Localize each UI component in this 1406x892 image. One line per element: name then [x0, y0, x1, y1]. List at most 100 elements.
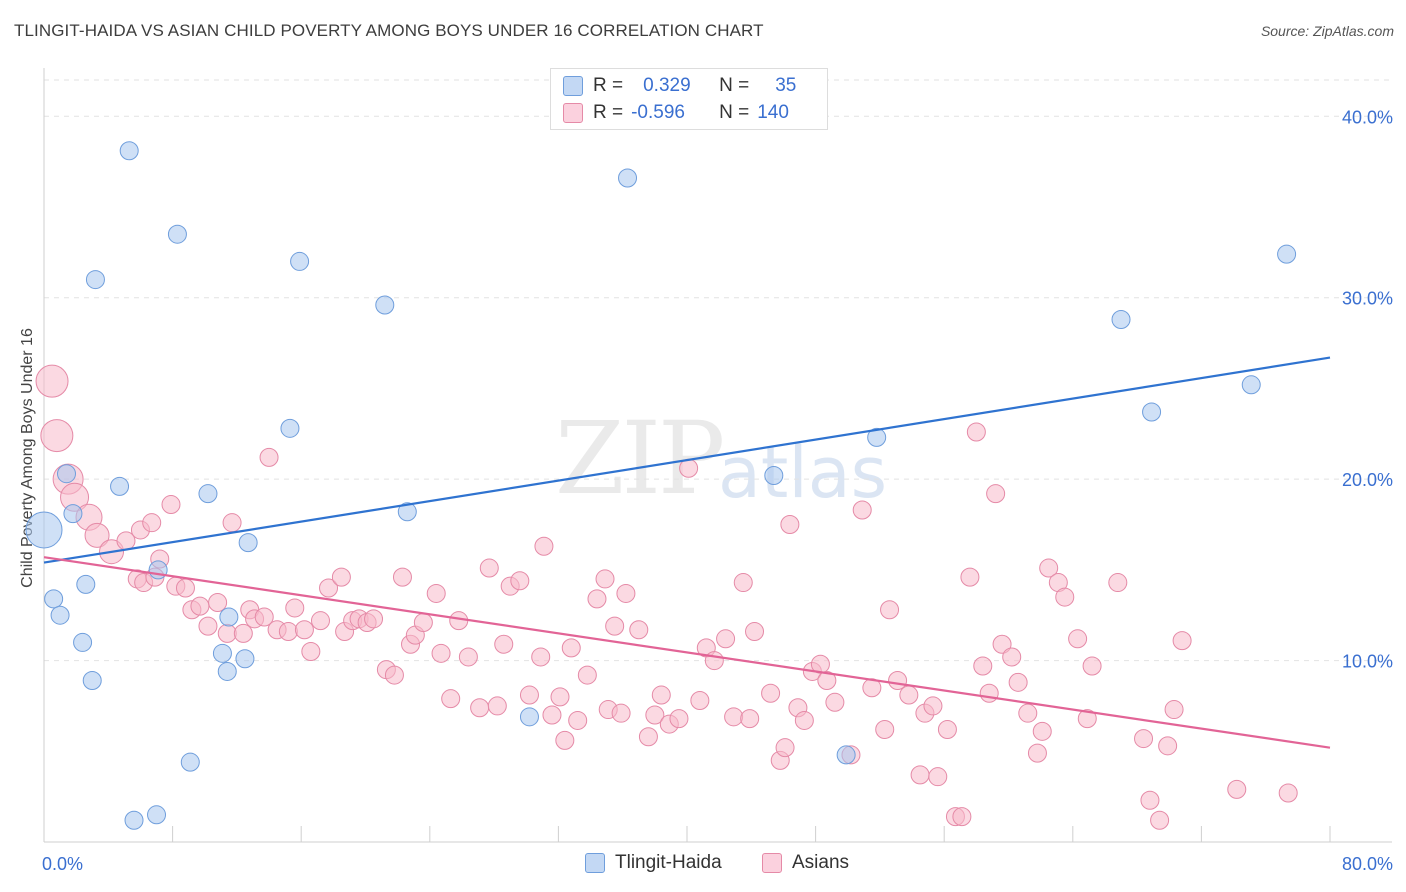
asians-point — [479, 558, 499, 578]
r-label: R = — [593, 75, 624, 96]
tlingit-haida-legend-swatch — [585, 853, 605, 873]
asians-point — [745, 622, 765, 642]
asians-point — [550, 687, 570, 707]
asians-point — [259, 447, 279, 467]
tlingit-haida-point — [82, 671, 102, 691]
asians-point — [937, 720, 957, 740]
asians-point — [1227, 779, 1247, 799]
tlingit-haida-point — [76, 574, 96, 594]
asians-point — [426, 583, 446, 603]
y-tick-label: 40.0% — [1342, 107, 1393, 127]
asians-point — [899, 685, 919, 705]
asians-point — [542, 705, 562, 725]
asians-point — [198, 616, 218, 636]
tlingit-haida-point — [57, 464, 77, 484]
asians-point — [973, 656, 993, 676]
asians-point — [190, 596, 210, 616]
asians-point — [629, 620, 649, 640]
y-tick-label: 30.0% — [1342, 289, 1393, 309]
asians-point — [979, 683, 999, 703]
stats-legend: R = 0.329 N = 35 R = -0.596 N = 140 — [550, 68, 828, 130]
asians-trend-line — [43, 556, 1331, 749]
trend-lines — [43, 356, 1331, 749]
asians-point — [638, 727, 658, 747]
tick-labels: 10.0% 20.0% 30.0% 40.0% 0.0% 80.0% — [42, 107, 1393, 874]
n-value: 140 — [757, 102, 789, 123]
tlingit-haida-point — [167, 224, 187, 244]
tlingit-haida-point — [198, 484, 218, 504]
asians-point — [142, 513, 162, 533]
asians-point — [35, 364, 69, 398]
tlingit-haida-point — [25, 511, 63, 549]
asians-point — [928, 767, 948, 787]
tlingit-haida-point — [1111, 309, 1131, 329]
asians-point — [1172, 631, 1192, 651]
asians-point — [1082, 656, 1102, 676]
asians-point — [1018, 703, 1038, 723]
asians-point — [1027, 743, 1047, 763]
asians-point — [1108, 573, 1128, 593]
r-value: 0.329 — [643, 75, 691, 96]
asians-points — [35, 364, 1298, 830]
n-label: N = — [719, 102, 750, 123]
chart-title: TLINGIT-HAIDA VS ASIAN CHILD POVERTY AMO… — [14, 21, 764, 40]
asians-point — [852, 500, 872, 520]
asians-point — [519, 685, 539, 705]
asians-point — [392, 567, 412, 587]
r-label: R = — [593, 102, 624, 123]
tlingit-haida-point — [238, 533, 258, 553]
asians-point — [278, 622, 298, 642]
asians-point — [761, 683, 781, 703]
asians-point — [679, 458, 699, 478]
asians-point — [510, 571, 530, 591]
n-value: 35 — [775, 75, 797, 96]
legend-label: Asians — [792, 852, 850, 873]
asians-point — [208, 593, 228, 613]
tlingit-haida-point — [44, 589, 64, 609]
tlingit-haida-point — [50, 605, 70, 625]
asians-point — [1032, 721, 1052, 741]
asians-point — [611, 703, 631, 723]
asians-point — [254, 607, 274, 627]
asians-point — [595, 569, 615, 589]
legend-item-tlingit-haida[interactable]: Tlingit-Haida — [585, 852, 722, 874]
tlingit-haida-swatch — [563, 76, 583, 96]
asians-point — [910, 765, 930, 785]
asians-point — [285, 598, 305, 618]
asians-point — [1158, 736, 1178, 756]
asians-point — [960, 567, 980, 587]
asians-point — [319, 578, 339, 598]
tlingit-haida-point — [63, 504, 83, 524]
tlingit-haida-trend-line — [43, 356, 1331, 564]
asians-point — [740, 709, 760, 729]
asians-point — [775, 738, 795, 758]
asians-point — [561, 638, 581, 658]
asians-point — [217, 623, 237, 643]
asians-point — [431, 643, 451, 663]
asians-point — [384, 665, 404, 685]
asians-point — [449, 611, 469, 631]
legend-item-asians[interactable]: Asians — [762, 852, 849, 874]
tlingit-haida-point — [85, 270, 105, 290]
asians-point — [487, 696, 507, 716]
asians-point — [1068, 629, 1088, 649]
asians-point — [587, 589, 607, 609]
gridlines — [44, 79, 1392, 662]
tlingit-haida-point — [397, 502, 417, 522]
tlingit-haida-point — [764, 466, 784, 486]
asians-point — [310, 611, 330, 631]
tlingit-haida-point — [1277, 244, 1297, 264]
axes — [43, 68, 1392, 843]
tlingit-haida-point — [73, 632, 93, 652]
stats-row-asians: R = -0.596 N = 140 — [563, 101, 789, 125]
asians-point — [1150, 810, 1170, 830]
tlingit-haida-point — [235, 649, 255, 669]
asians-point — [233, 623, 253, 643]
tlingit-haida-points — [25, 141, 1297, 830]
asians-legend-swatch — [762, 853, 782, 873]
tlingit-haida-point — [280, 418, 300, 438]
asians-point — [780, 515, 800, 534]
asians-point — [1140, 790, 1160, 810]
asians-point — [222, 513, 242, 533]
